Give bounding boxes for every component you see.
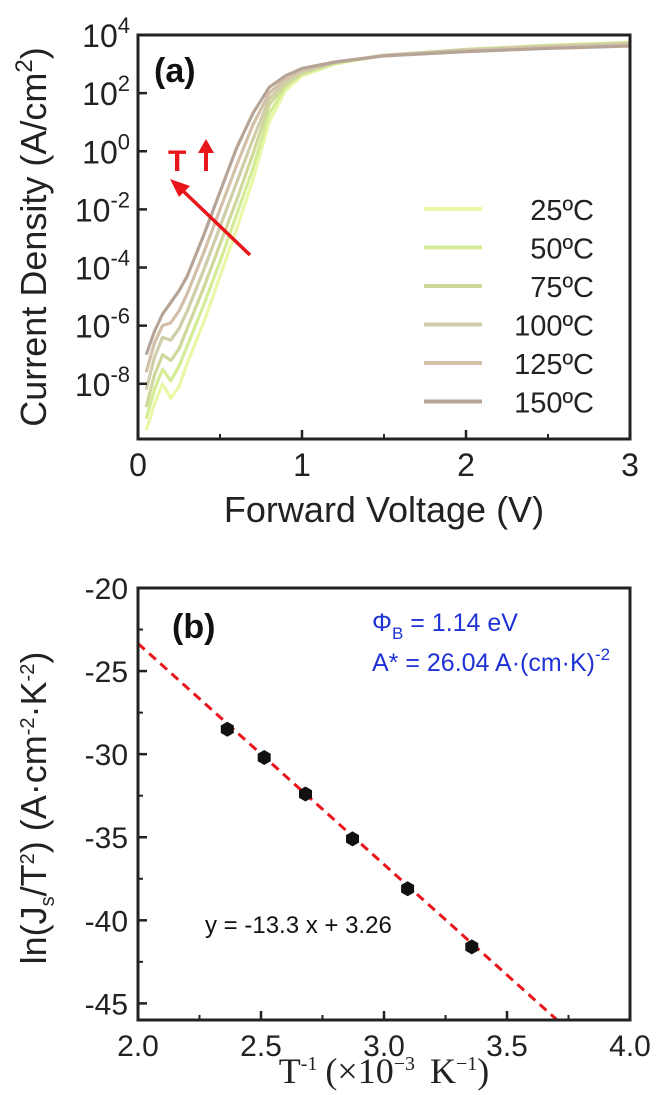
a-panel-label: (a)	[154, 52, 196, 90]
b-fit-line	[138, 643, 557, 1020]
a-legend-label-4: 100ºC	[514, 311, 594, 343]
b-phi-symbol: Φ	[372, 609, 392, 637]
a-x-tick-label: 3	[621, 447, 639, 483]
b-data-point-6	[465, 939, 478, 954]
a-y-axis-title: Current Density (A/cm2)	[11, 47, 54, 426]
b-y-title-0: ln(J	[13, 906, 54, 964]
a-legend-label-6: 150ºC	[514, 388, 594, 420]
b-x-title-k: K	[421, 1051, 456, 1091]
b-y-title-6: ·K	[13, 681, 54, 717]
a-y-tick-label: 10-8	[75, 362, 130, 403]
a-y-axis-title-sup: 2	[11, 59, 38, 72]
b-astar-text: A* = 26.04 A·(cm·K)	[372, 649, 595, 677]
b-x-tick-label: 2.0	[117, 1030, 159, 1063]
a-x-tick-label: 0	[129, 447, 147, 483]
b-richardson-annotation: A* = 26.04 A·(cm·K)-2	[372, 645, 610, 677]
b-barrier-height-annotation: ΦB = 1.14 eV	[372, 609, 518, 643]
a-x-axis-title: Forward Voltage (V)	[224, 489, 544, 530]
b-y-title-1: s	[37, 896, 59, 906]
a-y-axis-title-end: )	[13, 47, 54, 59]
b-y-tick-label: -25	[85, 656, 128, 689]
a-y-tick-label: 104	[82, 13, 130, 54]
b-phi-subscript: B	[392, 624, 403, 643]
b-data-point-4	[346, 831, 359, 846]
a-legend-label-1: 25ºC	[530, 195, 594, 227]
b-y-tick-label: -45	[85, 988, 128, 1021]
a-temperature-label: T	[168, 145, 186, 178]
b-data-point-2	[258, 750, 271, 765]
a-y-tick-label: 10-2	[75, 187, 130, 228]
b-y-title-3: 2	[17, 853, 39, 864]
a-up-arrow-head	[198, 139, 214, 153]
b-y-tick-label: -30	[85, 739, 128, 772]
b-x-tick-label: 4.0	[609, 1030, 651, 1063]
a-y-tick-label: 10-4	[75, 246, 130, 287]
a-legend: 25ºC 50ºC 75ºC 100ºC 125ºC 150ºC	[424, 195, 594, 420]
b-phi-value: = 1.14 eV	[403, 609, 518, 637]
a-legend-label-5: 125ºC	[514, 349, 594, 381]
b-ticks-group: 2.0 2.5 3.0 3.5 4.0-20-25-30-35-40-45	[85, 573, 651, 1063]
b-fit-equation: y = -13.3 x + 3.26	[205, 912, 392, 939]
b-data-point-1	[221, 722, 234, 737]
b-y-title-7: -2	[17, 664, 39, 682]
b-x-tick-label: 2.5	[240, 1030, 282, 1063]
a-y-tick-label: 102	[82, 71, 130, 112]
b-y-tick-label: -35	[85, 822, 128, 855]
a-x-tick-label: 1	[293, 447, 311, 483]
a-y-tick-label: 100	[82, 129, 130, 170]
panel-b: 2.0 2.5 3.0 3.5 4.0-20-25-30-35-40-45 (b) ΦB…	[13, 573, 651, 1091]
b-x-axis-title: T-1 (×10−3 K−1)	[279, 1051, 490, 1091]
b-data-point-5	[401, 881, 414, 896]
b-x-title-t: T	[279, 1051, 301, 1091]
b-y-title-2: /T	[13, 864, 54, 896]
b-y-axis-title: ln(Js/T2) (A·cm-2·K-2)	[13, 652, 59, 965]
panel-a: 0 1 2 3 104 102 100 10-2 10-4 10-6 10-8 (a) T 25ºC…	[11, 13, 639, 530]
b-x-title-units: (×10	[325, 1051, 393, 1091]
a-x-tick-label: 2	[457, 447, 475, 483]
a-legend-label-2: 50ºC	[530, 234, 594, 266]
b-panel-label: (b)	[172, 608, 215, 646]
b-fit-group	[138, 643, 557, 1020]
a-y-axis-title-main: Current Density (A/cm	[13, 73, 54, 427]
b-x-tick-label: 3.5	[486, 1030, 528, 1063]
b-x-title-sup: -1	[301, 1053, 318, 1075]
b-x-title-close: )	[477, 1051, 489, 1091]
b-x-title-k-sup: −1	[456, 1053, 477, 1075]
b-y-tick-label: -20	[85, 573, 128, 606]
b-x-title-units-sup: −3	[394, 1053, 415, 1075]
b-y-title-5: -2	[17, 717, 39, 735]
a-y-tick-label: 10-6	[75, 304, 130, 345]
b-y-title-8: )	[13, 652, 54, 664]
b-y-title-4: ) (A·cm	[13, 735, 54, 853]
b-astar-sup: -2	[595, 645, 610, 664]
a-legend-label-3: 75ºC	[530, 272, 594, 304]
b-y-tick-label: -40	[85, 905, 128, 938]
